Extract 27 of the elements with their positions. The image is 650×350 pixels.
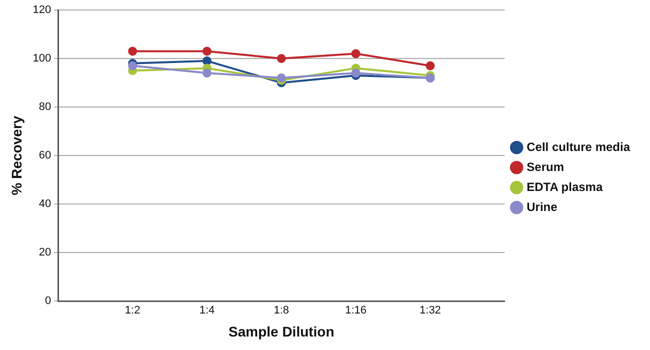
- x-tick-label: 1:8: [274, 304, 290, 317]
- point: [276, 73, 286, 82]
- point: [202, 46, 212, 56]
- x-tick-label: 1:16: [345, 304, 367, 317]
- point: [426, 61, 435, 70]
- legend-label: Serum: [526, 160, 564, 174]
- y-tick-label: 40: [38, 198, 52, 210]
- legend-label: EDTA plasma: [526, 180, 603, 194]
- y-tick-label: 100: [32, 52, 52, 65]
- x-tick-label: 1:2: [124, 304, 140, 317]
- point: [351, 49, 360, 58]
- x-tick-label: 1:4: [199, 304, 215, 317]
- y-axis-title: % Recovery: [8, 116, 24, 196]
- y-tick-label: 60: [38, 150, 52, 162]
- y-tick-label: 80: [38, 101, 52, 114]
- y-tick-label: 20: [38, 246, 52, 259]
- y-tick-label: 0: [45, 295, 52, 308]
- legend-label: Cell culture media: [526, 140, 630, 154]
- point: [202, 68, 212, 78]
- y-tick-label: 120: [32, 4, 52, 16]
- x-axis-title: Sample Dilution: [228, 323, 334, 340]
- point: [202, 56, 212, 66]
- point: [276, 54, 286, 63]
- point: [128, 61, 138, 70]
- x-tick-label: 1:32: [420, 304, 441, 317]
- legend-label: Urine: [526, 200, 558, 214]
- point: [128, 46, 138, 56]
